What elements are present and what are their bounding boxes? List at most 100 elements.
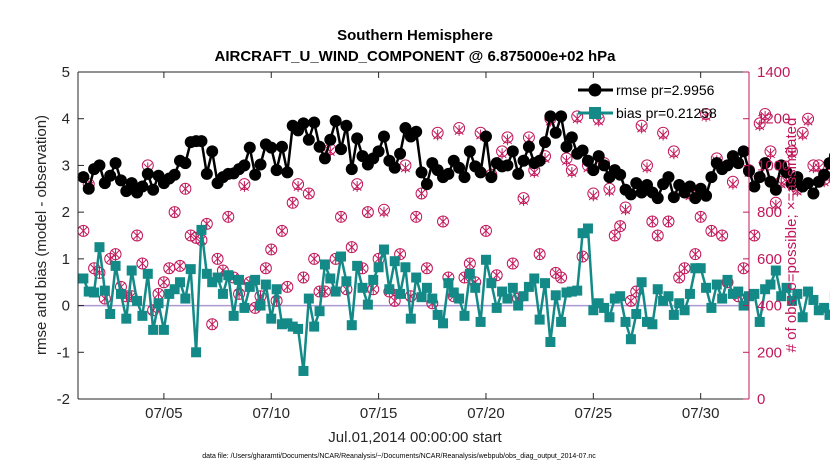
bias-marker — [255, 300, 266, 311]
rmse-marker — [93, 159, 106, 172]
y-axis-right-label: # of obs: o=possible; ×=assimilated — [783, 118, 800, 353]
obs-assimilated-marker — [572, 113, 582, 125]
obs-assimilated-marker — [647, 216, 657, 227]
bias-marker — [110, 260, 121, 271]
bias-marker — [411, 272, 422, 283]
axes-frame — [77, 71, 750, 400]
obs-possible-marker — [179, 182, 192, 195]
right-tick-label: 0 — [757, 391, 765, 408]
bias-marker — [94, 242, 105, 253]
rmse-marker — [308, 116, 321, 129]
bias-marker — [191, 347, 202, 358]
obs-possible-marker — [394, 248, 407, 261]
obs-assimilated-marker — [728, 178, 738, 190]
rmse-marker — [485, 171, 498, 184]
left-tick-label: 1 — [62, 251, 70, 268]
bias-marker — [185, 264, 196, 275]
rmse-marker — [802, 177, 815, 190]
bias-marker — [475, 316, 486, 327]
obs-assimilated-marker — [561, 155, 572, 167]
obs-assimilated-marker — [653, 230, 663, 241]
obs-assimilated-marker — [610, 230, 620, 241]
obs-assimilated-marker — [787, 148, 797, 160]
obs-assimilated-marker — [615, 220, 625, 232]
bias-marker — [754, 316, 765, 327]
obs-assimilated-marker — [765, 148, 776, 160]
obs-assimilated-marker — [304, 187, 314, 199]
bias-marker — [121, 313, 132, 324]
rmse-marker — [549, 126, 562, 139]
right-tick-label: 1000 — [757, 157, 790, 174]
obs-possible-marker — [420, 262, 433, 275]
x-tick-label: 07/10 — [252, 405, 290, 422]
rmse-marker — [624, 188, 637, 201]
obs-assimilated-marker — [137, 258, 147, 269]
bias-marker — [749, 288, 760, 299]
rmse-marker — [807, 187, 820, 200]
obs-assimilated-marker — [604, 185, 614, 197]
obs-assimilated-marker — [637, 122, 647, 134]
rmse-marker — [479, 130, 492, 143]
right-tick-label: 1200 — [757, 111, 790, 128]
bias-marker — [395, 288, 406, 299]
rmse-marker — [700, 189, 713, 202]
bias-marker — [400, 262, 411, 273]
bias-marker — [303, 293, 314, 304]
obs-assimilated-marker — [400, 162, 411, 174]
rmse-marker — [442, 167, 455, 180]
obs-assimilated-marker — [658, 129, 668, 141]
bias-marker — [727, 288, 738, 299]
rmse-marker — [769, 183, 782, 196]
obs-assimilated-marker — [808, 162, 818, 174]
rmse-marker — [705, 171, 718, 184]
bias-marker — [362, 299, 373, 310]
bias-marker — [582, 223, 593, 234]
bias-marker — [642, 316, 653, 327]
bias-marker — [464, 268, 475, 279]
bias-marker — [625, 334, 636, 345]
rmse-marker — [329, 115, 342, 128]
obs-possible-marker — [259, 262, 272, 275]
obs-assimilated-marker — [309, 253, 319, 265]
bias-marker — [776, 291, 787, 302]
rmse-marker — [512, 167, 525, 180]
obs-possible-marker — [651, 229, 664, 242]
obs-assimilated-marker — [277, 225, 287, 237]
bias-marker — [212, 272, 223, 283]
obs-assimilated-marker — [288, 197, 298, 209]
bias-marker — [599, 302, 610, 313]
bias-marker — [298, 365, 309, 376]
obs-assimilated-marker — [266, 244, 276, 255]
right-axis-ticks: 0 200 400 600 800 1000 1200 1400 — [743, 64, 790, 408]
bias-marker — [443, 278, 454, 289]
rmse-marker — [265, 141, 278, 154]
obs-possible-marker — [678, 262, 691, 275]
obs-assimilated-marker — [78, 225, 88, 237]
rmse-marker — [667, 191, 680, 204]
bias-marker — [502, 293, 513, 304]
rmse-marker — [254, 158, 267, 171]
bias-marker — [679, 305, 690, 316]
bias-marker — [389, 256, 400, 267]
bias-marker — [615, 291, 626, 302]
bias-marker — [164, 288, 175, 299]
obs-possible-marker — [131, 229, 144, 242]
obs-possible-marker — [308, 252, 321, 265]
rmse-marker — [474, 166, 487, 179]
rmse-marker — [683, 180, 696, 193]
obs-assimilated-marker — [497, 148, 507, 160]
obs-possible-marker — [437, 215, 450, 228]
obs-assimilated-marker — [674, 272, 684, 284]
obs-assimilated-marker — [352, 180, 362, 192]
bias-marker — [513, 300, 524, 311]
rmse-marker — [544, 110, 557, 123]
rmse-marker — [249, 168, 262, 181]
bias-marker — [523, 281, 534, 292]
bias-marker — [346, 320, 357, 331]
rmse-marker — [136, 180, 149, 193]
chart-title: Southern Hemisphere — [337, 27, 493, 44]
rmse-marker — [581, 154, 594, 167]
obs-assimilated-marker — [111, 248, 121, 260]
bias-marker — [448, 287, 459, 298]
bias-marker — [427, 293, 438, 304]
